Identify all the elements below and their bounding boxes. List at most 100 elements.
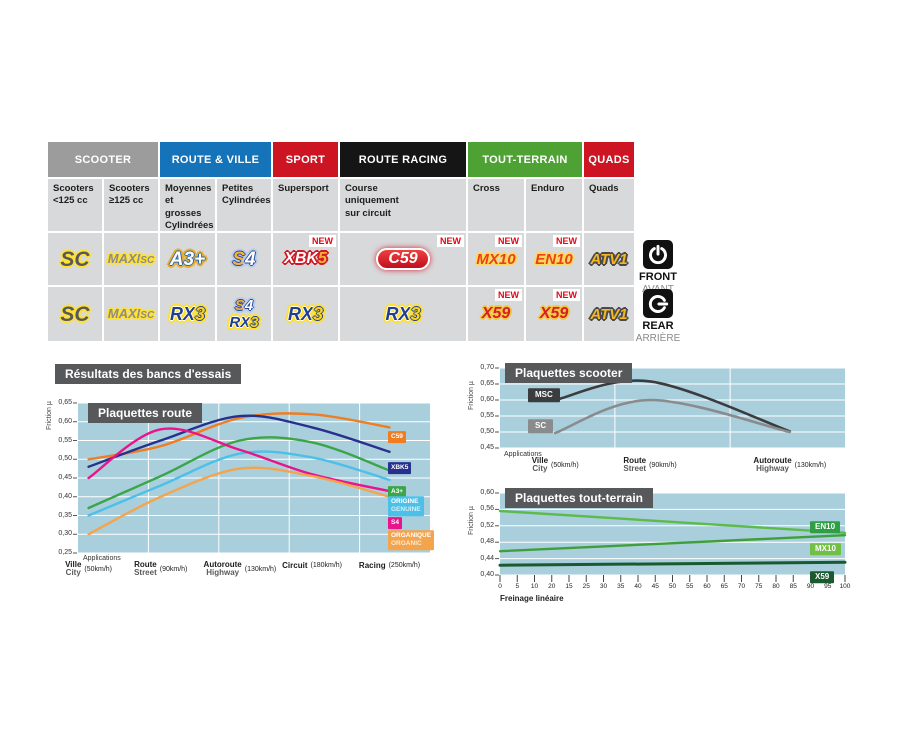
y-tick: 0,40 xyxy=(480,571,494,578)
category-sub: Street xyxy=(134,568,157,577)
y-tick: 0,48 xyxy=(480,538,494,546)
series-label-MSC: MSC xyxy=(528,388,560,402)
x-tick: 5 xyxy=(515,583,520,590)
table-group-quads: QUADS xyxy=(584,142,634,177)
x-axis-label: Freinage linéaire xyxy=(500,594,564,603)
logo-xbk5: XBK5 xyxy=(284,250,327,267)
y-tick: 0,70 xyxy=(480,364,494,371)
series-label-EN10: EN10 xyxy=(810,521,841,533)
rear-label-en: REAR xyxy=(642,320,674,332)
category-main: Route xyxy=(134,560,157,569)
y-tick: 0,25 xyxy=(58,549,72,556)
y-tick: 0,52 xyxy=(480,521,494,529)
y-tick: 0,45 xyxy=(480,444,494,451)
new-badge: NEW xyxy=(495,289,522,301)
series-label-S4: S4 xyxy=(388,517,402,529)
category-sub: City xyxy=(532,464,548,473)
x-category-5: Racing (250km/h) xyxy=(359,561,420,570)
series-line-A3+ xyxy=(87,436,391,510)
y-tick: 0,60 xyxy=(480,489,494,496)
logo-rx3: RX3 xyxy=(287,304,324,324)
new-badge: NEW xyxy=(553,235,580,247)
category-main: Racing xyxy=(358,561,386,570)
series-line-MSC xyxy=(553,379,792,433)
y-tick: 0,44 xyxy=(480,554,494,562)
cell-rear-5: RX3 xyxy=(273,287,338,341)
logo-rx3: RX3 xyxy=(229,314,259,331)
x-tick: 95 xyxy=(824,583,832,590)
series-label-MX10: MX10 xyxy=(810,543,841,555)
series-label-X59: X59 xyxy=(810,571,835,583)
x-tick: 45 xyxy=(651,583,659,590)
x-tick: 40 xyxy=(634,583,642,590)
logo-rx3: RX3 xyxy=(169,304,206,324)
series-line-X59 xyxy=(498,560,847,567)
x-tick: 100 xyxy=(839,583,851,590)
category-main: Route xyxy=(623,456,647,465)
series-label-ORGANIQUE: ORGANIQUE ORGANIC xyxy=(388,530,435,550)
x-tick: 60 xyxy=(703,583,711,590)
category-names: Ville City xyxy=(532,457,548,473)
table-subheader-6: Course uniquement sur circuit xyxy=(340,179,466,231)
logo-atv1: ATV1 xyxy=(590,305,628,323)
x-tick: 70 xyxy=(737,583,746,590)
axis-note: Applications xyxy=(504,451,542,458)
series-line-EN10 xyxy=(498,509,847,534)
y-tick: 0,65 xyxy=(58,399,72,406)
y-tick: 0,55 xyxy=(58,436,72,444)
category-names: Ville City xyxy=(65,561,81,577)
x-category-1: Ville City (50km/h) xyxy=(532,457,579,473)
table-subheader-1: Scooters <125 cc xyxy=(48,179,102,231)
table-group-route-ville: ROUTE & VILLE xyxy=(160,142,271,177)
x-category-3: Autoroute Highway (130km/h) xyxy=(204,561,277,577)
series-line-S4 xyxy=(87,427,391,493)
cell-front-1: SC xyxy=(48,233,102,285)
y-tick: 0,35 xyxy=(58,511,72,519)
logo-atv1: ATV1 xyxy=(590,250,628,268)
y-tick: 0,56 xyxy=(480,505,494,513)
series-line-ORGANIQUE xyxy=(87,466,391,536)
axis-note: Applications xyxy=(83,555,121,562)
logo-maxi-sc: MAXISC xyxy=(107,306,155,321)
rear-position-block: REAR ARRIÈRE xyxy=(636,289,680,344)
category-speed: (90km/h) xyxy=(159,565,188,573)
cell-rear-9: ATV1 xyxy=(584,287,634,341)
logo-c59: C59 xyxy=(376,248,430,270)
cell-rear-3: RX3 xyxy=(160,287,215,341)
product-table: SCOOTER ROUTE & VILLE SPORT ROUTE RACING TOU… xyxy=(48,142,634,341)
series-label-ORIGINE: ORIGINE GENUINE xyxy=(388,496,424,516)
x-category-2: Route Street (90km/h) xyxy=(134,561,187,577)
x-tick: 80 xyxy=(772,583,780,590)
cell-rear-2: MAXISC xyxy=(104,287,158,341)
table-subheader-4: Petites Cylindrées xyxy=(217,179,271,231)
table-group-route-racing: ROUTE RACING xyxy=(340,142,466,177)
series-label-A3+: A3+ xyxy=(388,486,407,498)
x-tick: 55 xyxy=(686,583,694,590)
category-names: Autoroute Highway xyxy=(753,457,791,473)
x-tick: 90 xyxy=(806,583,815,590)
front-position-block: FRONT AVANT xyxy=(636,240,680,295)
new-badge: NEW xyxy=(437,235,464,247)
chart-title: Plaquettes scooter xyxy=(505,363,633,383)
logo-en10: EN10 xyxy=(535,250,573,268)
cell-front-9: ATV1 xyxy=(584,233,634,285)
y-axis-label: Friction µ xyxy=(468,381,475,410)
table-group-scooter: SCOOTER xyxy=(48,142,158,177)
x-tick: 75 xyxy=(755,583,763,590)
series-line-MX10 xyxy=(498,534,847,553)
category-speed: (250km/h) xyxy=(388,562,421,569)
table-group-tout-terrain: TOUT-TERRAIN xyxy=(468,142,582,177)
cell-front-4: S4 xyxy=(217,233,271,285)
category-speed: (50km/h) xyxy=(84,565,113,573)
category-speed: (130km/h) xyxy=(244,565,277,573)
table-subheader-5: Supersport xyxy=(273,179,338,231)
front-brake-disc-icon xyxy=(643,240,673,269)
category-speed: (180km/h) xyxy=(310,562,343,569)
logo-rx3: RX3 xyxy=(385,304,421,324)
cell-front-5: NEW XBK5 xyxy=(273,233,338,285)
y-tick: 0,60 xyxy=(480,396,494,403)
chart-canvas xyxy=(495,367,845,449)
y-tick: 0,45 xyxy=(58,474,72,481)
logo-s4: S4 xyxy=(234,297,254,314)
category-names: Route Street xyxy=(623,457,646,473)
